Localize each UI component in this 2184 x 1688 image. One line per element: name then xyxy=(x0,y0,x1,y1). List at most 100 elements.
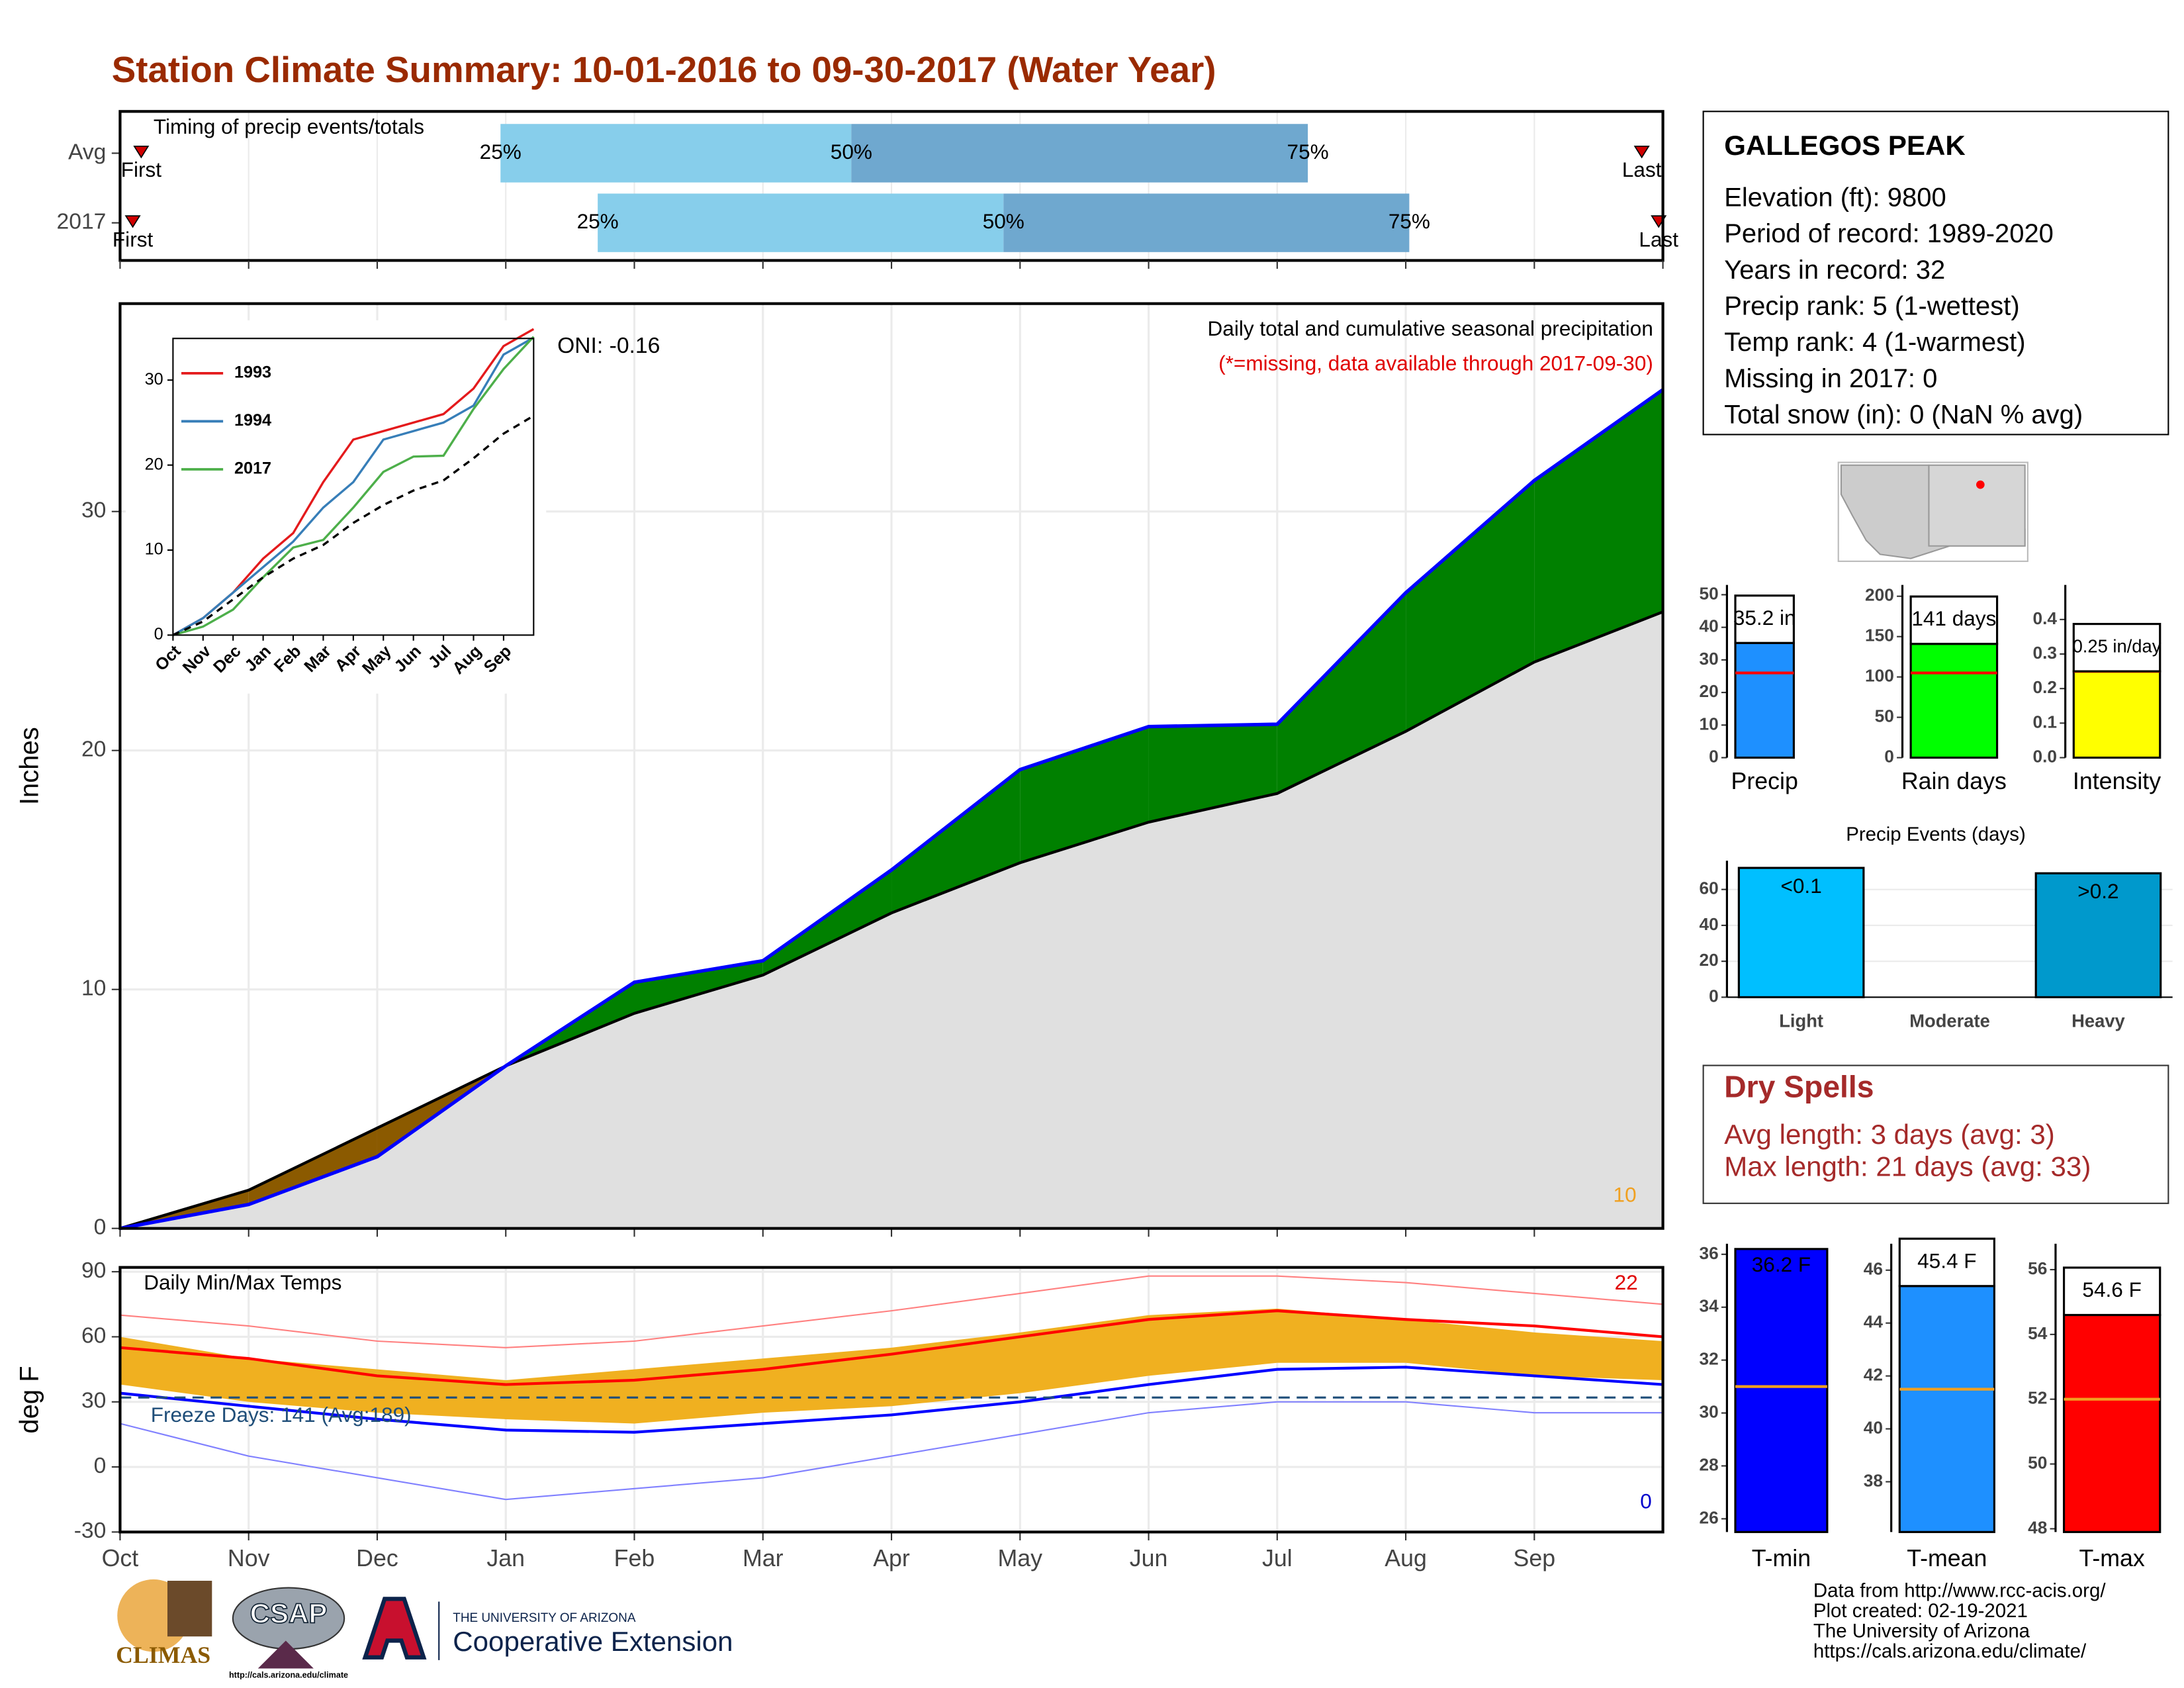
y-tick-label: 20 xyxy=(81,737,106,762)
locator-map xyxy=(1837,461,2028,562)
timing-label: 25% xyxy=(577,209,619,233)
y-tick-label: 0.0 xyxy=(2032,746,2057,766)
y-tick-label: 60 xyxy=(1700,878,1719,898)
record-max-line xyxy=(120,1275,1663,1348)
departure-fill xyxy=(891,769,1021,914)
x-tick-label: Feb xyxy=(614,1545,655,1571)
departure-fill xyxy=(1277,592,1406,794)
y-tick-label: 10 xyxy=(81,976,106,1001)
y-tick-label: 0 xyxy=(94,1215,107,1240)
value-label: 141 days xyxy=(1911,606,1996,630)
y-tick-label: 36 xyxy=(1700,1243,1719,1263)
info-line: Period of record: 1989-2020 xyxy=(1724,219,2054,248)
y-tick-label: 38 xyxy=(1864,1470,1883,1490)
inset-y-tick-label: 10 xyxy=(145,540,163,559)
bar-text: <0.1 xyxy=(1780,874,1821,898)
value-label-box xyxy=(2072,622,2161,673)
timing-row-label: Avg xyxy=(68,140,106,164)
inset-line xyxy=(172,336,535,636)
y-tick-label: 0.2 xyxy=(2032,677,2057,697)
map-nm xyxy=(1928,464,2026,547)
timing-marker-label: Last xyxy=(1622,158,1662,181)
timing-marker-label: First xyxy=(121,158,162,181)
average-area xyxy=(120,612,1663,1229)
bar xyxy=(2062,1313,2161,1533)
y-tick-label: 34 xyxy=(1700,1296,1719,1316)
y-tick-label: 30 xyxy=(81,498,106,523)
page-title: Station Climate Summary: 10-01-2016 to 0… xyxy=(112,49,1216,90)
timing-marker xyxy=(133,146,150,159)
x-tick-label: Sep xyxy=(1514,1545,1556,1571)
x-tick-label: May xyxy=(998,1545,1043,1571)
ua-label: THE UNIVERSITY OF ARIZONA xyxy=(453,1611,636,1625)
footer-line: Plot created: 02-19-2021 xyxy=(1813,1600,2028,1622)
y-tick-label: 46 xyxy=(1864,1259,1883,1279)
bar-title: Precip Events (days) xyxy=(1846,823,2026,845)
timing-marker xyxy=(124,215,141,228)
y-tick-label: 40 xyxy=(1864,1417,1883,1437)
y-tick-label: 90 xyxy=(81,1258,106,1283)
value-label-box xyxy=(1734,594,1795,644)
footer-line: Data from http://www.rcc-acis.org/ xyxy=(1813,1580,2106,1602)
csap-url: http://cals.arizona.edu/climate xyxy=(229,1670,348,1679)
x-tick-label: Apr xyxy=(873,1545,910,1571)
departure-fill xyxy=(762,870,892,976)
value-label-box xyxy=(1909,595,1999,645)
legend-label: 2017 xyxy=(234,459,271,478)
y-tick-label: 0.3 xyxy=(2032,643,2057,663)
value-label: 0.25 in/day xyxy=(2073,636,2161,657)
record-low-count: 0 xyxy=(1640,1489,1652,1513)
timing-label: 25% xyxy=(480,140,522,164)
timing-marker-label: Last xyxy=(1639,227,1678,251)
category-label: Intensity xyxy=(2073,768,2161,794)
observed-range xyxy=(120,1308,1663,1424)
inset-line xyxy=(172,414,535,636)
category-label: Moderate xyxy=(1909,1011,1990,1031)
inset-y-tick-label: 0 xyxy=(154,625,163,643)
y-tick-label: 100 xyxy=(1865,666,1894,686)
dry-spells-line: Avg length: 3 days (avg: 3) xyxy=(1724,1119,2055,1150)
value-label: 54.6 F xyxy=(2082,1278,2141,1301)
timing-row-label: 2017 xyxy=(57,210,107,234)
bar xyxy=(1734,641,1795,759)
timing-marker-label: First xyxy=(113,227,154,251)
y-tick-label: 30 xyxy=(1700,649,1719,669)
y-tick-label: 40 xyxy=(1700,616,1719,636)
avg-min-line xyxy=(120,1366,1663,1434)
info-line: Precip rank: 5 (1-wettest) xyxy=(1724,292,2019,321)
departure-fill xyxy=(248,1128,377,1205)
y-tick-label: 0.4 xyxy=(2032,608,2057,628)
extension-label: Cooperative Extension xyxy=(453,1626,733,1657)
oni-annotation: ONI: -0.16 xyxy=(557,334,660,358)
y-tick-label: 32 xyxy=(1700,1349,1719,1369)
y-tick-label: 52 xyxy=(2028,1388,2047,1408)
y-tick-label: 0.1 xyxy=(2032,712,2057,731)
y-tick-label: 0 xyxy=(94,1454,107,1478)
record-high-count: 22 xyxy=(1615,1270,1638,1294)
timing-label: 75% xyxy=(1287,140,1329,164)
x-tick-label: Mar xyxy=(743,1545,784,1571)
y-tick-label: 50 xyxy=(2028,1453,2047,1473)
inset-y-tick-label: 30 xyxy=(145,370,163,389)
timing-bar-early xyxy=(500,124,852,183)
y-tick-label: 0 xyxy=(1709,746,1719,766)
y-tick-label: 50 xyxy=(1700,583,1719,603)
footer-line: The University of Arizona xyxy=(1813,1620,2030,1642)
y-tick-label: 20 xyxy=(1700,950,1719,970)
ua-logo xyxy=(362,1597,427,1660)
bar xyxy=(1898,1285,1995,1533)
value-label: 35.2 in xyxy=(1733,606,1796,630)
category-label: Rain days xyxy=(1901,768,2007,794)
timing-label: 50% xyxy=(831,140,872,164)
value-label: 36.2 F xyxy=(1752,1252,1811,1276)
category-label: T-min xyxy=(1752,1545,1811,1571)
value-label-box xyxy=(2062,1266,2161,1317)
y-tick-label: 54 xyxy=(2028,1323,2048,1343)
dry-spells-title: Dry Spells xyxy=(1724,1070,1874,1104)
csap-logo-text: CSAP xyxy=(250,1598,328,1629)
freeze-annotation: Freeze Days: 141 (Avg:189) xyxy=(151,1403,412,1427)
y-tick-label: 20 xyxy=(1700,681,1719,701)
cumulative-line xyxy=(119,610,1664,1230)
x-tick-label: Jan xyxy=(486,1545,525,1571)
